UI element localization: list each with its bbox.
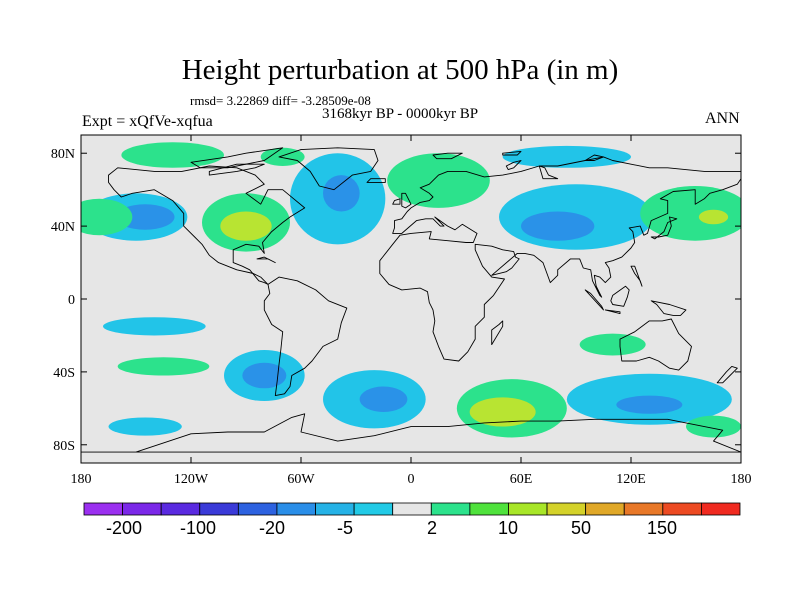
colorbar-label: -20 bbox=[259, 518, 285, 538]
coastline bbox=[538, 165, 559, 180]
coastline bbox=[108, 165, 306, 285]
coastline bbox=[584, 154, 604, 161]
coastline bbox=[263, 276, 348, 397]
colorbar-label: -100 bbox=[180, 518, 216, 538]
anomaly-region bbox=[108, 417, 182, 436]
season-label: ANN bbox=[705, 110, 740, 127]
coastline bbox=[619, 318, 692, 371]
anomaly-region bbox=[81, 198, 133, 236]
coastline bbox=[610, 285, 630, 307]
coastline bbox=[630, 265, 643, 287]
anomaly-region bbox=[359, 386, 408, 412]
colorbar-swatch bbox=[122, 502, 162, 516]
colorbar-swatch bbox=[585, 502, 625, 516]
coastline bbox=[208, 163, 265, 176]
coastline bbox=[650, 300, 687, 316]
colorbar-label: 10 bbox=[498, 518, 518, 538]
coastline bbox=[392, 198, 401, 205]
coastline bbox=[278, 147, 379, 191]
coastline bbox=[650, 216, 678, 240]
anomaly-region bbox=[121, 142, 224, 168]
colorbar-swatch bbox=[623, 502, 664, 516]
colorbar-swatch bbox=[662, 502, 702, 516]
colorbar-label: -200 bbox=[106, 518, 142, 538]
anomaly-region bbox=[242, 362, 287, 389]
anomaly-region bbox=[521, 211, 595, 241]
x-tick-label: 0 bbox=[408, 472, 415, 487]
colorbar: -200 -100 -20 -5 2 10 50 150 bbox=[83, 502, 741, 538]
colorbar-label: 50 bbox=[571, 518, 591, 538]
anomaly-region bbox=[469, 397, 536, 427]
coastline bbox=[366, 178, 386, 183]
x-tick-label: 60E bbox=[510, 472, 533, 487]
colorbar-swatch bbox=[237, 502, 278, 516]
y-tick-label: 40S bbox=[53, 366, 75, 381]
colorbar-swatch bbox=[392, 502, 432, 516]
colorbar-label: 150 bbox=[647, 518, 677, 538]
anomaly-region bbox=[579, 333, 646, 356]
x-tick-label: 180 bbox=[71, 472, 92, 487]
y-tick-label: 0 bbox=[68, 293, 75, 308]
coastline bbox=[584, 289, 604, 311]
coastline bbox=[432, 152, 463, 160]
colorbar-swatch bbox=[315, 502, 355, 516]
anomaly-region bbox=[502, 145, 631, 168]
anomaly-region bbox=[115, 204, 175, 230]
anomaly-region bbox=[387, 153, 490, 208]
axes: 180 120W 60W 0 60E 120E 180 80N 40N 0 40S 80S bbox=[51, 135, 752, 487]
colorbar-swatch bbox=[353, 502, 394, 516]
colorbar-swatch bbox=[546, 502, 587, 516]
y-tick-label: 80N bbox=[51, 147, 75, 162]
colorbar-swatch bbox=[199, 502, 239, 516]
colorbar-swatch bbox=[160, 502, 201, 516]
colorbar-swatch bbox=[276, 502, 316, 516]
anomaly-region bbox=[103, 317, 206, 336]
coastlines bbox=[81, 147, 741, 453]
anomaly-region bbox=[323, 175, 360, 212]
stats-text: rmsd= 3.22869 diff= -3.28509e-08 bbox=[190, 93, 371, 108]
coastline bbox=[81, 413, 741, 453]
colorbar-swatch bbox=[701, 502, 741, 516]
experiment-label: Expt = xQfVe-xqfua bbox=[82, 113, 213, 130]
anomaly-region bbox=[616, 395, 683, 414]
coastline bbox=[256, 256, 276, 264]
y-tick-label: 40N bbox=[51, 220, 75, 235]
anomaly-region bbox=[686, 415, 741, 438]
coastline bbox=[502, 150, 522, 156]
coastline bbox=[401, 192, 412, 209]
x-tick-label: 120W bbox=[174, 472, 209, 487]
anomaly-region bbox=[220, 211, 272, 241]
anomaly-region bbox=[698, 209, 729, 225]
coastline bbox=[491, 320, 504, 346]
x-tick-label: 120E bbox=[616, 472, 646, 487]
coastline bbox=[604, 309, 621, 315]
chart-title: Height perturbation at 500 hPa (in m) bbox=[181, 54, 619, 86]
colorbar-swatch bbox=[83, 502, 123, 516]
colorbar-swatch bbox=[430, 502, 471, 516]
y-tick-label: 80S bbox=[53, 439, 75, 454]
period-label: 3168kyr BP - 0000kyr BP bbox=[322, 106, 479, 122]
colorbar-swatch bbox=[469, 502, 509, 516]
colorbar-label: 2 bbox=[427, 518, 437, 538]
coastline bbox=[505, 160, 522, 171]
coastline bbox=[190, 147, 284, 169]
colorbar-swatch bbox=[508, 502, 548, 516]
x-tick-label: 60W bbox=[287, 472, 315, 487]
coastline bbox=[716, 365, 738, 384]
colorbar-label: -5 bbox=[337, 518, 353, 538]
anomaly-region bbox=[117, 357, 210, 376]
x-tick-label: 180 bbox=[731, 472, 752, 487]
